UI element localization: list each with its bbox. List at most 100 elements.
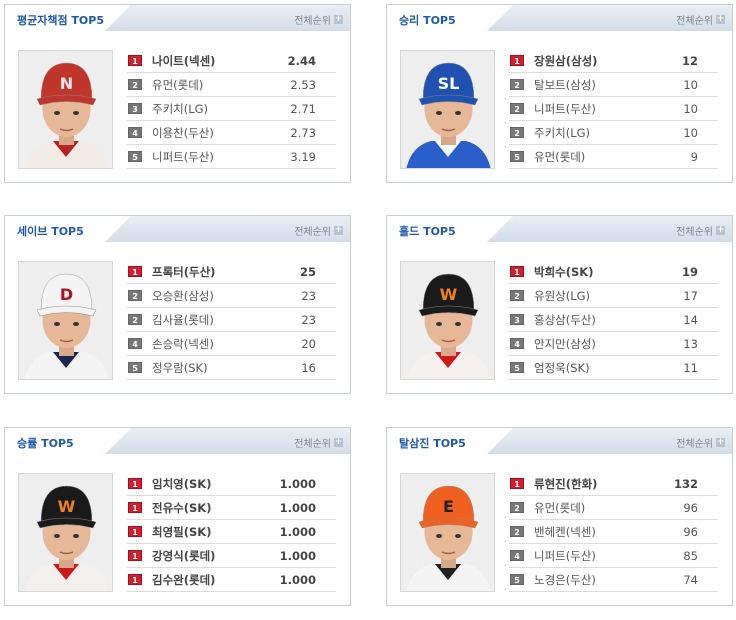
player-name[interactable]: 주키치(LG) bbox=[534, 125, 591, 140]
view-all-link[interactable]: 전체순위 + bbox=[294, 223, 343, 238]
stat-value: 9 bbox=[690, 149, 698, 164]
stat-value: 10 bbox=[683, 125, 698, 140]
ranking-row[interactable]: 5 노경은(두산) 74 bbox=[509, 568, 718, 592]
player-name[interactable]: 홍상삼(두산) bbox=[534, 312, 596, 327]
ranking-row[interactable]: 2 유원상(LG) 17 bbox=[509, 284, 718, 308]
ranking-row[interactable]: 1 나이트(넥센) 2.44 bbox=[127, 49, 336, 73]
player-name[interactable]: 유먼(롯데) bbox=[152, 77, 204, 92]
player-name[interactable]: 강영식(롯데) bbox=[152, 548, 216, 563]
ranking-list: 1 나이트(넥센) 2.44 2 유먼(롯데) 2.53 3 주키치(LG) 2.71 4 이용찬(… bbox=[127, 49, 336, 169]
ranking-row[interactable]: 1 박희수(SK) 19 bbox=[509, 260, 718, 284]
player-name[interactable]: 주키치(LG) bbox=[152, 101, 209, 116]
rank-badge: 1 bbox=[510, 478, 524, 489]
player-photo[interactable]: W bbox=[400, 261, 495, 380]
view-all-link[interactable]: 전체순위 + bbox=[294, 435, 343, 450]
ranking-row[interactable]: 3 홍상삼(두산) 14 bbox=[509, 308, 718, 332]
ranking-row[interactable]: 5 유먼(롯데) 9 bbox=[509, 145, 718, 169]
player-name[interactable]: 오승환(삼성) bbox=[152, 288, 214, 303]
rank-badge: 1 bbox=[128, 550, 142, 561]
player-name[interactable]: 장원삼(삼성) bbox=[534, 53, 598, 68]
ranking-row[interactable]: 1 김수완(롯데) 1.000 bbox=[127, 568, 336, 592]
panel-title: 세이브 TOP5 bbox=[17, 225, 84, 238]
player-name[interactable]: 니퍼트(두산) bbox=[152, 149, 214, 164]
player-name[interactable]: 니퍼트(두산) bbox=[534, 101, 596, 116]
ranking-row[interactable]: 1 프록터(두산) 25 bbox=[127, 260, 336, 284]
player-name[interactable]: 김수완(롯데) bbox=[152, 572, 216, 587]
ranking-row[interactable]: 3 주키치(LG) 2.71 bbox=[127, 97, 336, 121]
view-all-label: 전체순위 bbox=[294, 439, 331, 450]
ranking-row[interactable]: 2 유먼(롯데) 96 bbox=[509, 496, 718, 520]
rank-badge: 1 bbox=[128, 574, 142, 585]
ranking-row[interactable]: 1 전유수(SK) 1.000 bbox=[127, 496, 336, 520]
ranking-row[interactable]: 2 탈보트(삼성) 10 bbox=[509, 73, 718, 97]
player-name[interactable]: 최영필(SK) bbox=[152, 524, 212, 539]
player-name[interactable]: 탈보트(삼성) bbox=[534, 77, 596, 92]
ranking-row[interactable]: 5 엄정욱(SK) 11 bbox=[509, 356, 718, 380]
player-name[interactable]: 이용찬(두산) bbox=[152, 125, 214, 140]
ranking-row[interactable]: 1 장원삼(삼성) 12 bbox=[509, 49, 718, 73]
stat-value: 2.44 bbox=[287, 53, 316, 68]
ranking-row[interactable]: 4 안지만(삼성) 13 bbox=[509, 332, 718, 356]
ranking-row[interactable]: 2 유먼(롯데) 2.53 bbox=[127, 73, 336, 97]
panel-header: 홀드 TOP5 전체순위 + bbox=[387, 216, 732, 242]
player-portrait-icon: E bbox=[401, 474, 494, 591]
player-name[interactable]: 안지만(삼성) bbox=[534, 336, 596, 351]
player-photo[interactable]: D bbox=[18, 261, 113, 380]
player-name[interactable]: 류현진(한화) bbox=[534, 476, 598, 491]
player-name[interactable]: 유먼(롯데) bbox=[534, 500, 586, 515]
stat-value: 2.71 bbox=[290, 101, 316, 116]
svg-text:SL: SL bbox=[438, 74, 460, 93]
player-name[interactable]: 김사율(롯데) bbox=[152, 312, 214, 327]
player-name[interactable]: 니퍼트(두산) bbox=[534, 548, 596, 563]
player-name[interactable]: 전유수(SK) bbox=[152, 500, 212, 515]
ranking-list: 1 프록터(두산) 25 2 오승환(삼성) 23 2 김사율(롯데) 23 4 손승락(넥센) 20… bbox=[127, 260, 336, 380]
view-all-link[interactable]: 전체순위 + bbox=[676, 435, 725, 450]
ranking-row[interactable]: 2 오승환(삼성) 23 bbox=[127, 284, 336, 308]
panel-header: 승리 TOP5 전체순위 + bbox=[387, 5, 732, 31]
ranking-row[interactable]: 5 정우람(SK) 16 bbox=[127, 356, 336, 380]
rank-badge: 5 bbox=[510, 574, 524, 585]
rank-badge: 3 bbox=[128, 103, 142, 114]
view-all-link[interactable]: 전체순위 + bbox=[676, 223, 725, 238]
player-name[interactable]: 노경은(두산) bbox=[534, 572, 596, 587]
ranking-panel: 탈삼진 TOP5 전체순위 + E 1 류현진(한화) 132 2 유먼(롯데) 96 2 밴헤켄… bbox=[386, 427, 733, 606]
ranking-row[interactable]: 2 김사율(롯데) 23 bbox=[127, 308, 336, 332]
stat-value: 10 bbox=[683, 101, 698, 116]
player-name[interactable]: 박희수(SK) bbox=[534, 264, 594, 279]
ranking-row[interactable]: 5 니퍼트(두산) 3.19 bbox=[127, 145, 336, 169]
player-name[interactable]: 임치영(SK) bbox=[152, 476, 212, 491]
player-name[interactable]: 나이트(넥센) bbox=[152, 53, 216, 68]
svg-text:E: E bbox=[443, 497, 454, 516]
ranking-row[interactable]: 2 주키치(LG) 10 bbox=[509, 121, 718, 145]
view-all-link[interactable]: 전체순위 + bbox=[294, 12, 343, 27]
panel-header: 탈삼진 TOP5 전체순위 + bbox=[387, 428, 732, 454]
ranking-row[interactable]: 1 강영식(롯데) 1.000 bbox=[127, 544, 336, 568]
player-photo[interactable]: N bbox=[18, 50, 113, 169]
rank-badge: 2 bbox=[510, 502, 524, 513]
stat-value: 20 bbox=[301, 336, 316, 351]
ranking-row[interactable]: 1 최영필(SK) 1.000 bbox=[127, 520, 336, 544]
ranking-row[interactable]: 1 류현진(한화) 132 bbox=[509, 472, 718, 496]
view-all-link[interactable]: 전체순위 + bbox=[676, 12, 725, 27]
ranking-row[interactable]: 4 이용찬(두산) 2.73 bbox=[127, 121, 336, 145]
player-name[interactable]: 엄정욱(SK) bbox=[534, 360, 590, 375]
rank-badge: 5 bbox=[128, 151, 142, 162]
player-name[interactable]: 밴헤켄(넥센) bbox=[534, 524, 596, 539]
plus-icon: + bbox=[716, 14, 725, 24]
ranking-row[interactable]: 2 니퍼트(두산) 10 bbox=[509, 97, 718, 121]
ranking-row[interactable]: 2 밴헤켄(넥센) 96 bbox=[509, 520, 718, 544]
player-photo[interactable]: SL bbox=[400, 50, 495, 169]
player-photo[interactable]: W bbox=[18, 473, 113, 592]
ranking-row[interactable]: 4 손승락(넥센) 20 bbox=[127, 332, 336, 356]
player-name[interactable]: 정우람(SK) bbox=[152, 360, 208, 375]
player-name[interactable]: 유먼(롯데) bbox=[534, 149, 586, 164]
player-name[interactable]: 손승락(넥센) bbox=[152, 336, 214, 351]
player-photo[interactable]: E bbox=[400, 473, 495, 592]
ranking-row[interactable]: 4 니퍼트(두산) 85 bbox=[509, 544, 718, 568]
rank-badge: 2 bbox=[510, 526, 524, 537]
player-name[interactable]: 프록터(두산) bbox=[152, 264, 216, 279]
player-name[interactable]: 유원상(LG) bbox=[534, 288, 591, 303]
plus-icon: + bbox=[334, 437, 343, 447]
ranking-row[interactable]: 1 임치영(SK) 1.000 bbox=[127, 472, 336, 496]
panel-title: 승률 TOP5 bbox=[17, 437, 74, 450]
